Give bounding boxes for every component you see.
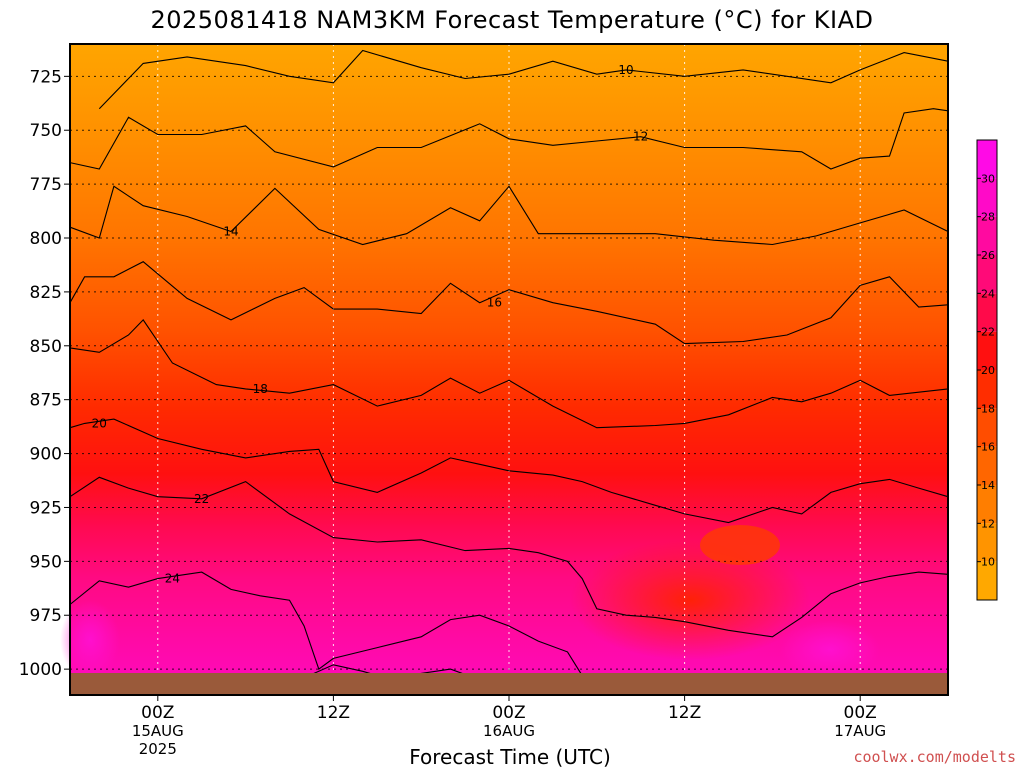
colorbar-swatch-2 (977, 485, 997, 524)
y-axis: 725 750 775 800 825 850 875 900 925 950 975 1000 (19, 67, 70, 680)
colorbar: 10 12 14 16 18 20 22 24 26 28 30 (976, 139, 998, 601)
y-tick-label-875: 875 (30, 391, 62, 411)
contour-label-10: 10 (618, 63, 633, 77)
contour-16 (69, 261, 949, 345)
y-tick-label-750: 750 (30, 121, 62, 141)
x-tick-date-4: 17AUG (834, 722, 886, 740)
y-tick-label-800: 800 (30, 229, 62, 249)
contour-20 (69, 418, 949, 524)
colorbar-label-10: 10 (981, 556, 995, 569)
y-tick-label-825: 825 (30, 283, 62, 303)
x-tick-date-0: 15AUG (132, 722, 184, 740)
colorbar-swatch-6 (977, 331, 997, 370)
colorbar-swatch-1 (977, 523, 997, 562)
colorbar-label-26: 26 (981, 249, 995, 262)
contour-label-14: 14 (223, 225, 238, 239)
contour-24 (69, 571, 597, 679)
colorbar-label-30: 30 (981, 172, 995, 185)
colorbar-swatch-0 (977, 561, 997, 600)
colorbar-swatch-4 (977, 408, 997, 447)
contour-14 (69, 185, 949, 246)
colorbar-swatch-5 (977, 370, 997, 409)
colorbar-swatch-8 (977, 255, 997, 294)
colorbar-swatch-11 (977, 140, 997, 179)
y-tick-label-850: 850 (30, 337, 62, 357)
contour-label-12: 12 (633, 130, 648, 144)
plot-area (60, 44, 948, 695)
y-tick-label-775: 775 (30, 175, 62, 195)
y-tick-label-975: 975 (30, 606, 62, 626)
contour-label-24: 24 (165, 572, 180, 586)
grid-lines (70, 44, 948, 695)
colorbar-swatch-3 (977, 446, 997, 485)
credit-link[interactable]: coolwx.com/modelts (853, 748, 1016, 766)
colorbar-label-22: 22 (981, 326, 995, 339)
contour-22 (69, 476, 949, 638)
colorbar-swatch-7 (977, 293, 997, 332)
x-tick-label-2: 00Z (492, 703, 525, 723)
x-tick-label-3: 12Z (668, 703, 701, 723)
contour-label-16: 16 (487, 296, 502, 310)
x-tick-label-0: 00Z (141, 703, 174, 723)
y-tick-label-1000: 1000 (19, 660, 62, 680)
colorbar-label-16: 16 (981, 441, 995, 454)
x-tick-date-2: 16AUG (483, 722, 535, 740)
ground-surface (70, 673, 948, 695)
y-tick-label-950: 950 (30, 552, 62, 572)
x-tick-year-0: 2025 (139, 740, 177, 758)
colorbar-swatch-9 (977, 216, 997, 255)
y-tick-label-925: 925 (30, 498, 62, 518)
x-axis-label: Forecast Time (UTC) (409, 745, 611, 769)
contour-label-22: 22 (194, 492, 209, 506)
colorbar-label-18: 18 (981, 402, 995, 415)
colorbar-label-24: 24 (981, 287, 995, 300)
x-tick-label-1: 12Z (317, 703, 350, 723)
y-tick-label-900: 900 (30, 445, 62, 465)
contour-label-18: 18 (253, 382, 268, 396)
contour-12 (69, 108, 949, 170)
colorbar-label-12: 12 (981, 517, 995, 530)
contour-18 (69, 319, 949, 429)
x-tick-label-4: 00Z (844, 703, 877, 723)
colorbar-label-28: 28 (981, 211, 995, 224)
contour-10 (98, 49, 949, 110)
y-tick-label-725: 725 (30, 67, 62, 87)
colorbar-label-20: 20 (981, 364, 995, 377)
chart-title: 2025081418 NAM3KM Forecast Temperature (… (150, 6, 874, 34)
colorbar-swatch-10 (977, 178, 997, 217)
colorbar-label-14: 14 (981, 479, 995, 492)
contour-label-20: 20 (92, 416, 107, 430)
